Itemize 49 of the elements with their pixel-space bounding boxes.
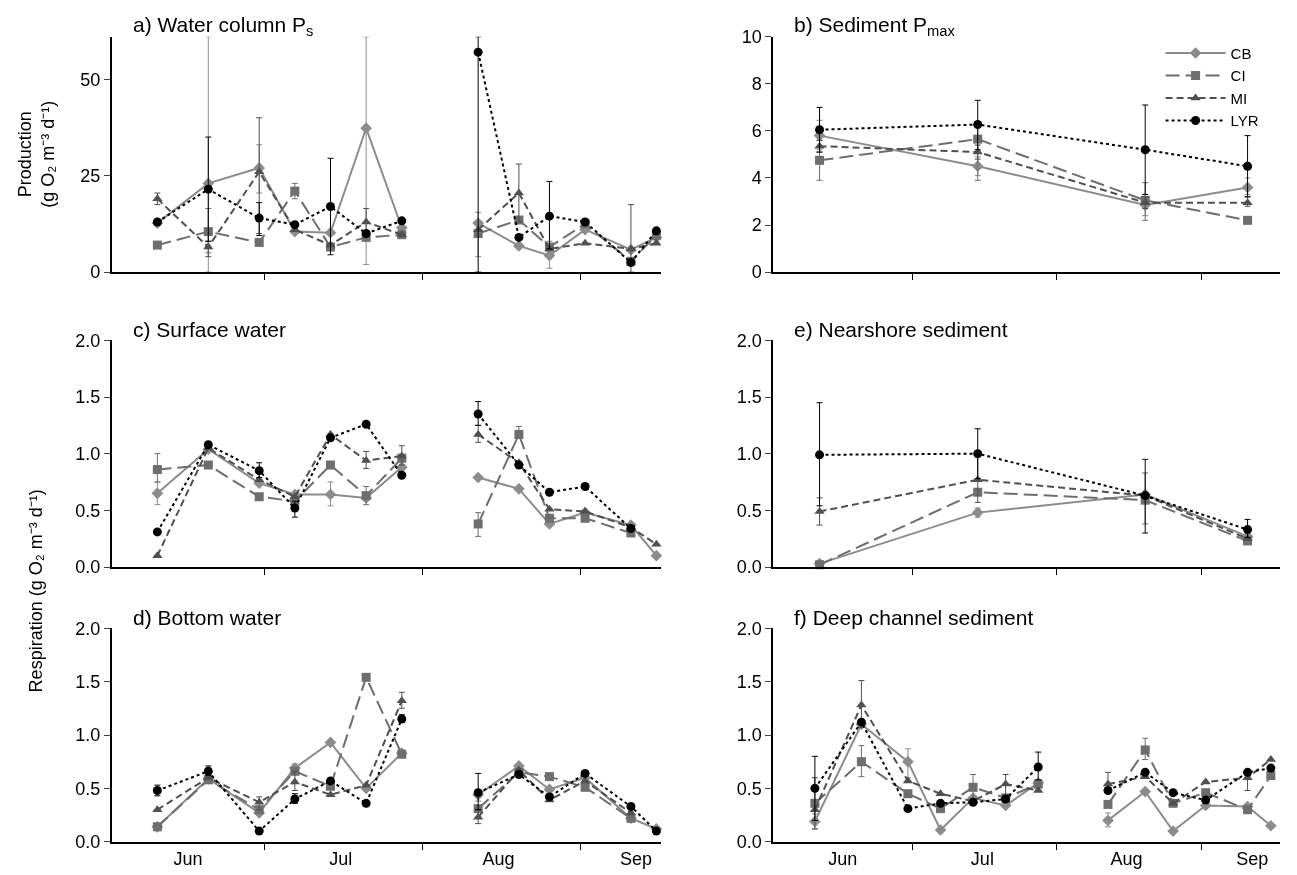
y-tick-label: 1.5 bbox=[75, 671, 101, 692]
chart-title: d) Bottom water bbox=[133, 606, 282, 629]
x-tick-label: Sep bbox=[620, 849, 653, 870]
y-tick-label: 0 bbox=[90, 262, 101, 283]
y-tick-label: 0 bbox=[751, 262, 762, 283]
y-tick-label: 0.0 bbox=[75, 557, 101, 578]
y-tick-label: 2.0 bbox=[736, 330, 762, 351]
legend-label: MI bbox=[1230, 89, 1248, 107]
x-tick-label: Jun bbox=[828, 849, 858, 870]
x-tick-label: Aug bbox=[1110, 849, 1143, 870]
y-tick-label: 2 bbox=[751, 215, 762, 236]
legend-label: LYR bbox=[1230, 112, 1259, 130]
y-tick-label: 10 bbox=[741, 27, 762, 48]
y-tick-label: 1.0 bbox=[736, 443, 762, 464]
y-tick-label: 4 bbox=[751, 168, 762, 189]
y-tick-label: 2.0 bbox=[736, 618, 762, 639]
y-tick-label: 8 bbox=[751, 74, 762, 95]
chart-title: b) Sediment P$_{max}$ bbox=[794, 13, 956, 40]
y-tick-label: 0.0 bbox=[75, 832, 101, 853]
chart-title: f) Deep channel sediment bbox=[794, 606, 1034, 629]
y-tick-label: 0.5 bbox=[736, 500, 762, 521]
legend-label: CI bbox=[1230, 67, 1246, 85]
y-tick-label: 2.0 bbox=[75, 330, 101, 351]
x-tick-label: Jul bbox=[329, 849, 353, 870]
y-tick-label: 0.0 bbox=[736, 557, 762, 578]
y-tick-label: 1.0 bbox=[736, 725, 762, 746]
y-tick-label: 25 bbox=[80, 165, 101, 186]
x-tick-label: Jul bbox=[970, 849, 994, 870]
y-axis-title: Respiration (g O₂ m⁻³ d⁻¹) bbox=[26, 489, 47, 693]
y-tick-label: 1.5 bbox=[75, 387, 101, 408]
x-tick-label: Aug bbox=[482, 849, 515, 870]
y-tick-label: 1.0 bbox=[75, 725, 101, 746]
y-tick-label: 1.0 bbox=[75, 443, 101, 464]
y-tick-label: 0.5 bbox=[736, 778, 762, 799]
chart-title: e) Nearshore sediment bbox=[794, 318, 1008, 341]
y-tick-label: 1.5 bbox=[736, 671, 762, 692]
chart-title: c) Surface water bbox=[133, 318, 286, 341]
y-tick-label: 6 bbox=[751, 121, 762, 142]
y-tick-label: 0.0 bbox=[736, 832, 762, 853]
y-tick-label: 50 bbox=[80, 69, 101, 90]
y-tick-label: 1.5 bbox=[736, 387, 762, 408]
y-tick-label: 0.5 bbox=[75, 778, 101, 799]
x-tick-label: Sep bbox=[1236, 849, 1269, 870]
y-axis-title: Production (g O₂ m⁻³ d⁻¹) bbox=[14, 100, 59, 208]
y-tick-label: 2.0 bbox=[75, 618, 101, 639]
legend-label: CB bbox=[1230, 44, 1252, 62]
x-tick-label: Jun bbox=[173, 849, 203, 870]
chart-title: a) Water column P$_{s}$ bbox=[133, 13, 314, 40]
y-tick-label: 0.5 bbox=[75, 500, 101, 521]
